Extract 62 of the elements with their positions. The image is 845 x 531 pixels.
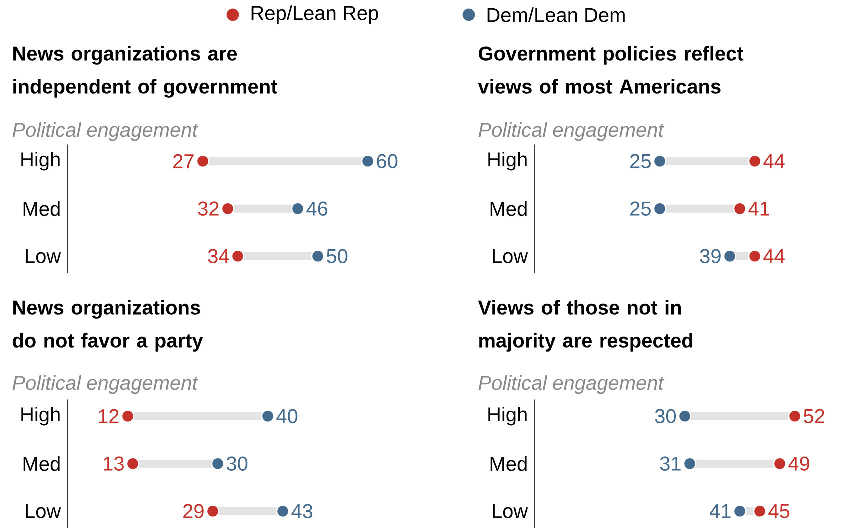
data-label: 30	[226, 456, 248, 471]
y-tick-label: Low	[26, 504, 62, 518]
data-label: 40	[276, 409, 298, 424]
y-tick-label: High	[488, 152, 527, 171]
point	[723, 250, 737, 263]
point	[773, 457, 787, 470]
legend-label: Rep/Lean Rep	[252, 6, 378, 24]
data-label: 44	[764, 250, 785, 264]
data-label: 12	[99, 409, 119, 424]
y-tick-label: High	[22, 407, 60, 426]
point	[748, 250, 762, 263]
y-tick-label: Med	[490, 456, 527, 472]
y-tick-label: High	[22, 152, 60, 171]
y-tick-label: Med	[490, 202, 527, 216]
data-label: 41	[710, 504, 731, 518]
point	[653, 202, 667, 216]
point	[231, 250, 245, 263]
y-axis-title: Political engagement	[12, 122, 199, 142]
y-tick-label: Low	[493, 249, 528, 264]
chart-title: News organizations do not favor a party	[13, 300, 204, 352]
chart-title: News organizations are independent of government	[14, 46, 278, 98]
legend-label: Dem/Lean Dem	[488, 8, 625, 22]
y-axis-title: Political engagement	[478, 122, 665, 142]
data-label: 43	[292, 504, 313, 518]
data-label: 29	[184, 504, 204, 518]
chart-title: Government policies reflect views of most Americans	[478, 46, 744, 94]
point	[311, 250, 325, 263]
point	[788, 410, 802, 423]
point	[683, 457, 697, 470]
data-label: 31	[660, 456, 681, 471]
data-label: 13	[104, 456, 124, 471]
y-tick-label: Low	[26, 249, 62, 264]
y-axis-title: Political engagement	[478, 376, 665, 394]
point	[748, 154, 762, 168]
data-label: 25	[630, 154, 651, 168]
data-label: 39	[700, 249, 721, 264]
data-label: 32	[198, 202, 219, 216]
point	[291, 202, 305, 216]
point	[653, 154, 667, 168]
point	[211, 457, 225, 470]
y-tick-label: Med	[24, 456, 60, 472]
data-label: 34	[208, 249, 230, 264]
chart-title: Views of those not in majority are respected	[478, 300, 693, 352]
point	[678, 410, 692, 423]
data-label: 46	[306, 202, 328, 216]
data-label: 52	[804, 409, 824, 424]
point	[733, 202, 747, 216]
data-label: 25	[630, 202, 651, 216]
data-label: 60	[377, 154, 398, 168]
data-label: 50	[327, 249, 348, 264]
data-label: 44	[764, 154, 785, 168]
data-label: 41	[748, 202, 770, 216]
data-label: 30	[655, 409, 676, 424]
data-label: 45	[768, 504, 790, 518]
y-tick-label: High	[488, 407, 527, 426]
y-axis-title: Political engagement	[12, 376, 199, 394]
point	[126, 457, 140, 470]
data-label: 27	[174, 154, 194, 168]
y-tick-label: Low	[493, 504, 528, 518]
point	[221, 202, 235, 216]
data-label: 49	[788, 456, 810, 471]
y-tick-label: Med	[24, 202, 60, 216]
